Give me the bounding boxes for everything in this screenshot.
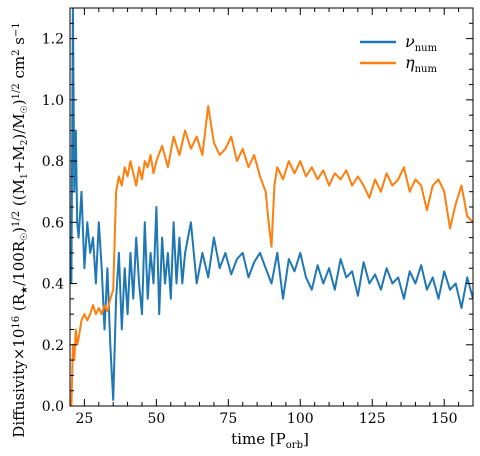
legend: νnum ηnum	[360, 32, 438, 75]
series-line-eta	[70, 105, 473, 406]
plot-area	[70, 8, 473, 406]
legend-label-eta: ηnum	[405, 53, 437, 75]
x-tick-label: 25	[75, 411, 93, 427]
y-tick-label: 0.0	[42, 399, 64, 415]
x-axis-label: time [Porb]	[231, 430, 309, 451]
x-tick-label: 75	[219, 411, 237, 427]
x-tick-label: 100	[287, 411, 314, 427]
y-tick-label: 1.0	[42, 93, 64, 109]
x-tick-label: 125	[359, 411, 386, 427]
y-axis-label: Diffusivity×1016 (R★/100R☉)1/2 ((M1+M2)/…	[10, 22, 30, 437]
y-tick-label: 0.8	[42, 154, 64, 170]
x-tick-label: 150	[431, 411, 458, 427]
ticks: 25 50 75 100 125 150 0.0 0.2 0.4 0.6 0.8 1.0 1.2	[42, 7, 474, 427]
y-tick-label: 0.2	[42, 338, 64, 354]
y-tick-label: 0.4	[42, 277, 64, 293]
legend-label-nu: νnum	[405, 32, 438, 54]
series-line-nu	[70, 8, 473, 401]
y-tick-label: 0.6	[42, 215, 64, 231]
x-tick-label: 50	[147, 411, 165, 427]
y-tick-label: 1.2	[42, 32, 64, 48]
